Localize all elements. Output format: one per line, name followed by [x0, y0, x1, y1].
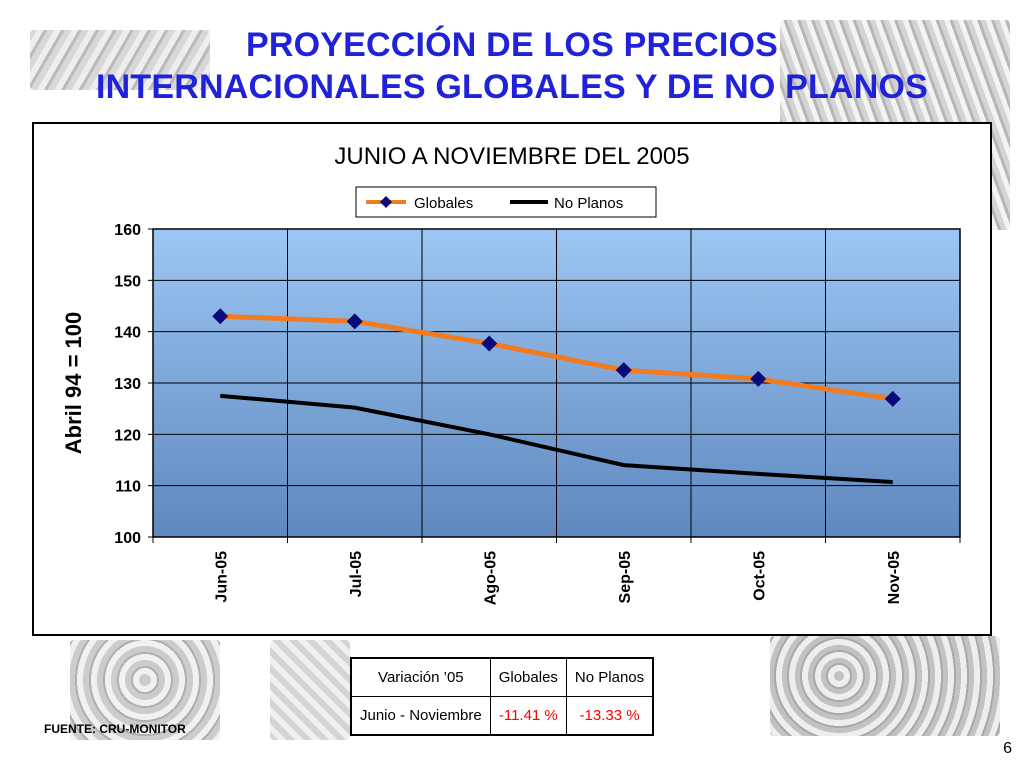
series-line-globales [220, 313, 894, 402]
y-axis-tick-label: 110 [115, 479, 141, 496]
slide-title-line-2: INTERNACIONALES GLOBALES Y DE NO PLANOS [95, 68, 929, 106]
data-point-globales [212, 308, 229, 325]
data-point-globales [481, 335, 498, 352]
y-axis-tick-label: 140 [114, 325, 141, 342]
slide-title: PROYECCIÓN DE LOS PRECIOS INTERNACIONALE… [0, 24, 1024, 108]
table-row: Junio - Noviembre -11.41 % -13.33 % [350, 696, 654, 736]
decorative-background-image [30, 30, 210, 90]
y-axis-tick-label: 130 [114, 376, 141, 393]
data-point-globales [884, 390, 901, 407]
x-axis-tick-label: Jun-05 [213, 551, 230, 603]
y-axis-tick-label: 100 [114, 530, 141, 547]
legend-marker-globales [380, 196, 392, 208]
data-point-globales [750, 370, 767, 387]
y-axis-tick-label: 150 [114, 273, 141, 290]
table-header-cell: Globales [489, 657, 567, 697]
table-header-cell: No Planos [565, 657, 654, 697]
data-point-globales [346, 313, 363, 330]
y-axis-tick-label: 160 [114, 222, 141, 239]
decorative-background-image [270, 640, 350, 740]
y-axis-tick-label: 120 [114, 427, 141, 444]
x-axis-tick-label: Ago-05 [482, 551, 499, 605]
decorative-background-image [770, 636, 1000, 736]
x-axis-tick-label: Oct-05 [751, 551, 768, 601]
x-axis-tick-label: Nov-05 [886, 551, 903, 604]
table-cell-period: Junio - Noviembre [350, 696, 491, 736]
table-cell-no-planos: -13.33 % [565, 696, 654, 736]
decorative-background-image [70, 640, 220, 740]
source-note: FUENTE: CRU-MONITOR [44, 722, 186, 736]
page-number: 6 [1003, 740, 1012, 757]
table-header-cell: Variación ’05 [350, 657, 491, 697]
chart-container: JUNIO A NOVIEMBRE DEL 2005 Globales No Pla… [32, 122, 992, 636]
x-axis-tick-label: Jul-05 [348, 551, 365, 597]
y-axis-label: Abril 94 = 100 [61, 312, 86, 454]
table-header-row: Variación ’05 Globales No Planos [350, 657, 654, 697]
table-cell-globales: -11.41 % [489, 696, 567, 736]
data-point-globales [615, 362, 632, 379]
x-axis-tick-label: Sep-05 [617, 551, 634, 604]
chart-title: JUNIO A NOVIEMBRE DEL 2005 [334, 143, 689, 170]
legend-label-no-planos: No Planos [554, 195, 623, 212]
legend-label-globales: Globales [414, 195, 473, 212]
line-chart: JUNIO A NOVIEMBRE DEL 2005 Globales No Pla… [61, 143, 961, 605]
series-line-no-planos [220, 393, 893, 485]
variation-table: Variación ’05 Globales No Planos Junio -… [350, 657, 655, 736]
slide-title-line-1: PROYECCIÓN DE LOS PRECIOS [245, 26, 779, 64]
